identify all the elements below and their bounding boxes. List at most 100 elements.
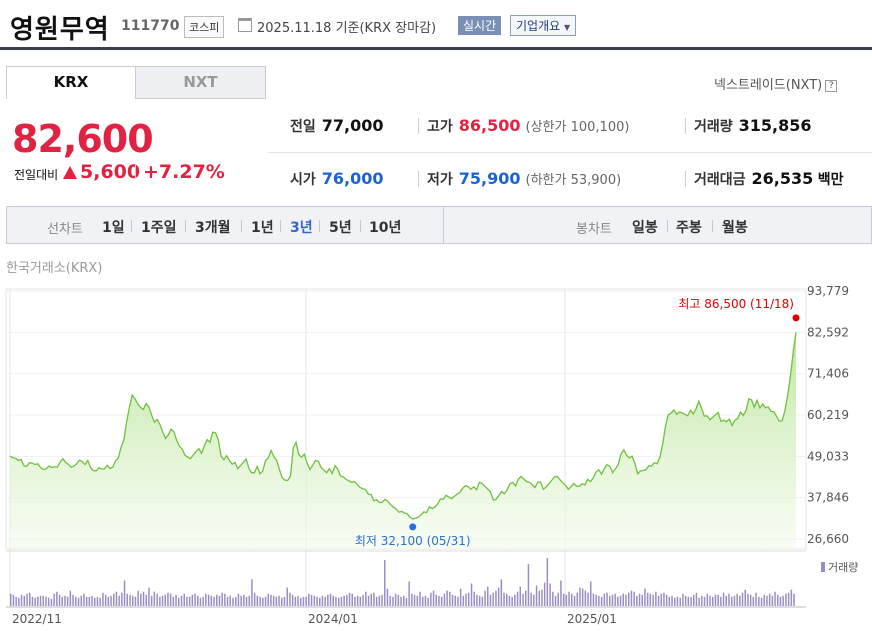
volume-bar: [99, 597, 101, 606]
volume-bar: [619, 595, 622, 606]
volume-bar: [535, 585, 538, 606]
volume-bar: [378, 595, 381, 606]
volume-bar: [161, 595, 164, 606]
stats-row-divider: [268, 152, 872, 153]
stat-label: 저가: [427, 172, 453, 188]
volume-bar: [29, 592, 31, 606]
change-divider: [135, 165, 136, 179]
divider: [712, 220, 713, 232]
stat-value: 86,500: [458, 116, 521, 135]
candle-weekly[interactable]: 주봉: [676, 220, 702, 236]
volume-bar: [435, 594, 437, 606]
volume-bar: [354, 596, 356, 606]
volume-bar: [527, 564, 530, 606]
period-bar-divider: [443, 207, 444, 243]
volume-bar: [628, 592, 630, 606]
volume-bar: [88, 596, 91, 606]
stat-volume: 거래량 315,856: [694, 116, 812, 136]
tab-nxt[interactable]: NXT: [135, 66, 266, 99]
volume-bar: [665, 594, 668, 606]
stat-prev-close: 전일 77,000: [290, 116, 384, 136]
help-icon[interactable]: ?: [825, 80, 838, 92]
period-10y[interactable]: 10년: [369, 220, 402, 236]
volume-bar: [693, 594, 695, 606]
chevron-down-icon: ▼: [564, 23, 571, 32]
volume-bar: [319, 597, 321, 606]
volume-bar: [571, 593, 573, 606]
volume-bar: [218, 595, 221, 606]
period-3m[interactable]: 3개월: [195, 220, 231, 236]
volume-bar: [525, 590, 527, 606]
volume-bar: [492, 592, 494, 606]
volume-bar: [741, 592, 744, 606]
volume-bar: [758, 596, 760, 606]
tab-krx[interactable]: KRX: [6, 66, 136, 99]
volume-bar: [459, 588, 462, 606]
stock-code: 111770: [121, 18, 180, 34]
volume-bar: [259, 596, 261, 606]
volume-bar: [313, 595, 316, 606]
volume-bar: [695, 592, 698, 606]
volume-bar: [367, 595, 370, 606]
volume-bar: [405, 597, 408, 606]
realtime-button[interactable]: 실시간: [458, 16, 502, 35]
volume-bar: [516, 591, 519, 606]
company-info-dropdown[interactable]: 기업개요 ▼: [510, 15, 577, 36]
high-annotation: 최고 86,500 (11/18): [678, 297, 794, 311]
volume-bar: [641, 594, 643, 606]
y-axis: 93,779 82,592 71,406 60,219 49,033 37,846 26,6…: [807, 284, 849, 546]
company-name: 영원무역: [10, 15, 110, 45]
volume-bar: [381, 594, 383, 606]
volume-bar: [15, 596, 17, 606]
candle-daily[interactable]: 일봉: [632, 220, 658, 236]
volume-bar: [324, 596, 326, 606]
volume-bar: [167, 592, 169, 606]
volume-bar: [69, 590, 72, 606]
volume-bar: [207, 594, 210, 606]
volume-bar: [346, 594, 348, 606]
volume-bar: [183, 593, 185, 606]
volume-bar: [644, 588, 646, 606]
volume-bar: [552, 591, 554, 606]
stat-unit: 백만: [817, 172, 844, 188]
volume-bar: [397, 594, 400, 606]
divider: [418, 171, 419, 187]
price-chart[interactable]: 93,779 82,592 71,406 60,219 49,033 37,846 26,6…: [0, 280, 872, 631]
divider: [667, 220, 668, 232]
volume-bar: [96, 596, 99, 606]
divider: [241, 220, 242, 232]
x-tick-label: 2024/01: [308, 612, 358, 626]
candle-chart-label: 봉차트: [576, 222, 612, 237]
candle-monthly[interactable]: 월봉: [722, 220, 748, 236]
volume-bar: [340, 596, 343, 606]
volume-bar: [359, 596, 362, 606]
volume-bar: [671, 595, 673, 606]
volume-bar: [264, 596, 267, 606]
volume-bar: [519, 586, 521, 606]
volume-bar: [584, 590, 587, 606]
volume-bar: [533, 594, 535, 606]
volume-bar: [66, 596, 69, 606]
price-line: [9, 332, 797, 520]
volume-bar: [424, 595, 427, 606]
volume-bar: [94, 597, 96, 606]
period-1y[interactable]: 1년: [251, 220, 274, 236]
volume-bar: [771, 595, 774, 606]
period-1w[interactable]: 1주일: [141, 220, 177, 236]
volume-bar: [668, 596, 671, 606]
volume-bar: [389, 595, 391, 606]
volume-bar: [416, 595, 419, 606]
period-1d[interactable]: 1일: [102, 220, 125, 236]
volume-bar: [39, 595, 42, 606]
period-5y[interactable]: 5년: [329, 220, 352, 236]
period-3y[interactable]: 3년: [290, 220, 313, 236]
nxt-info-link[interactable]: 넥스트레이드(NXT)?: [714, 74, 838, 93]
volume-bar: [646, 592, 649, 606]
divider: [280, 220, 281, 232]
stat-low: 저가 75,900 (하한가 53,900): [427, 169, 621, 189]
volume-bar: [286, 587, 288, 606]
volume-bar: [777, 594, 779, 606]
volume-legend-swatch: [821, 562, 825, 572]
volume-bar: [720, 596, 722, 606]
volume-bar: [226, 596, 229, 606]
